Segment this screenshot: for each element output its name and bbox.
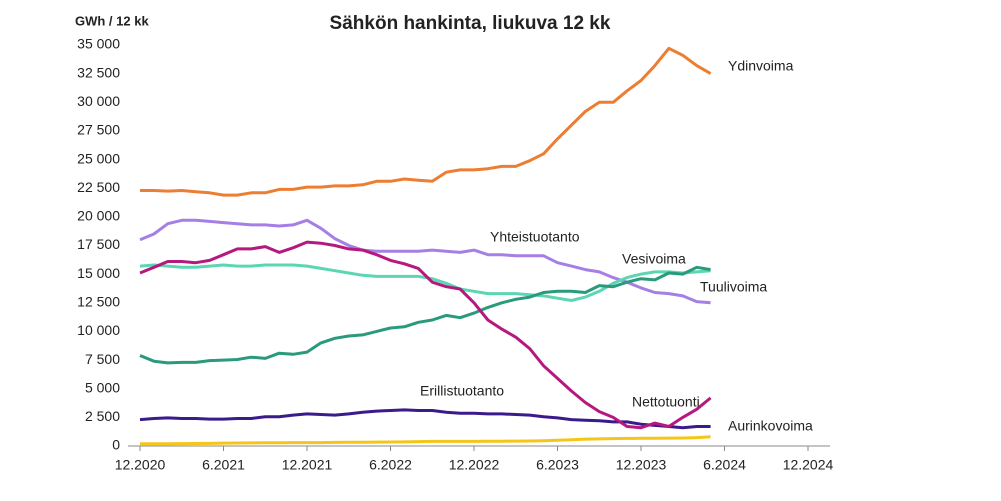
series-label: Erillistuotanto	[420, 383, 504, 399]
y-tick-label: 10 000	[77, 322, 120, 338]
y-axis-label: GWh / 12 kk	[75, 13, 149, 28]
x-tick-label: 6.2021	[202, 457, 245, 473]
y-tick-label: 12 500	[77, 293, 120, 309]
x-tick-label: 6.2023	[536, 457, 579, 473]
x-tick-label: 12.2020	[115, 457, 166, 473]
x-tick-label: 12.2023	[616, 457, 667, 473]
series-label: Vesivoima	[622, 251, 686, 267]
series-label: Aurinkovoima	[728, 418, 813, 434]
x-tick-label: 6.2024	[703, 457, 746, 473]
y-tick-label: 25 000	[77, 150, 120, 166]
series-line	[140, 46, 712, 197]
series-label: Tuulivoima	[700, 279, 767, 295]
series-line	[139, 265, 711, 365]
y-tick-label: 2 500	[85, 408, 120, 424]
series-line	[139, 408, 711, 430]
y-tick-label: 30 000	[77, 93, 120, 109]
chart-title: Sähkön hankinta, liukuva 12 kk	[330, 13, 611, 34]
x-tick-label: 12.2024	[783, 457, 834, 473]
series-line	[139, 218, 711, 305]
series-line	[140, 435, 711, 446]
y-tick-label: 27 500	[77, 122, 120, 138]
series-line	[139, 240, 712, 430]
y-tick-label: 20 000	[77, 208, 120, 224]
y-tick-label: 0	[112, 437, 120, 453]
y-tick-label: 7 500	[85, 351, 120, 367]
y-tick-label: 35 000	[77, 36, 120, 52]
series-line	[139, 263, 711, 302]
x-tick-label: 12.2022	[449, 457, 500, 473]
series-label: Nettotuonti	[632, 394, 700, 410]
series-label: Yhteistuotanto	[490, 229, 580, 245]
x-tick-label: 12.2021	[282, 457, 333, 473]
y-tick-label: 22 500	[77, 179, 120, 195]
y-tick-label: 32 500	[77, 64, 120, 80]
y-tick-label: 15 000	[77, 265, 120, 281]
series-label: Ydinvoima	[728, 58, 794, 74]
x-tick-label: 6.2022	[369, 457, 412, 473]
y-tick-label: 5 000	[85, 379, 120, 395]
y-tick-label: 17 500	[77, 236, 120, 252]
